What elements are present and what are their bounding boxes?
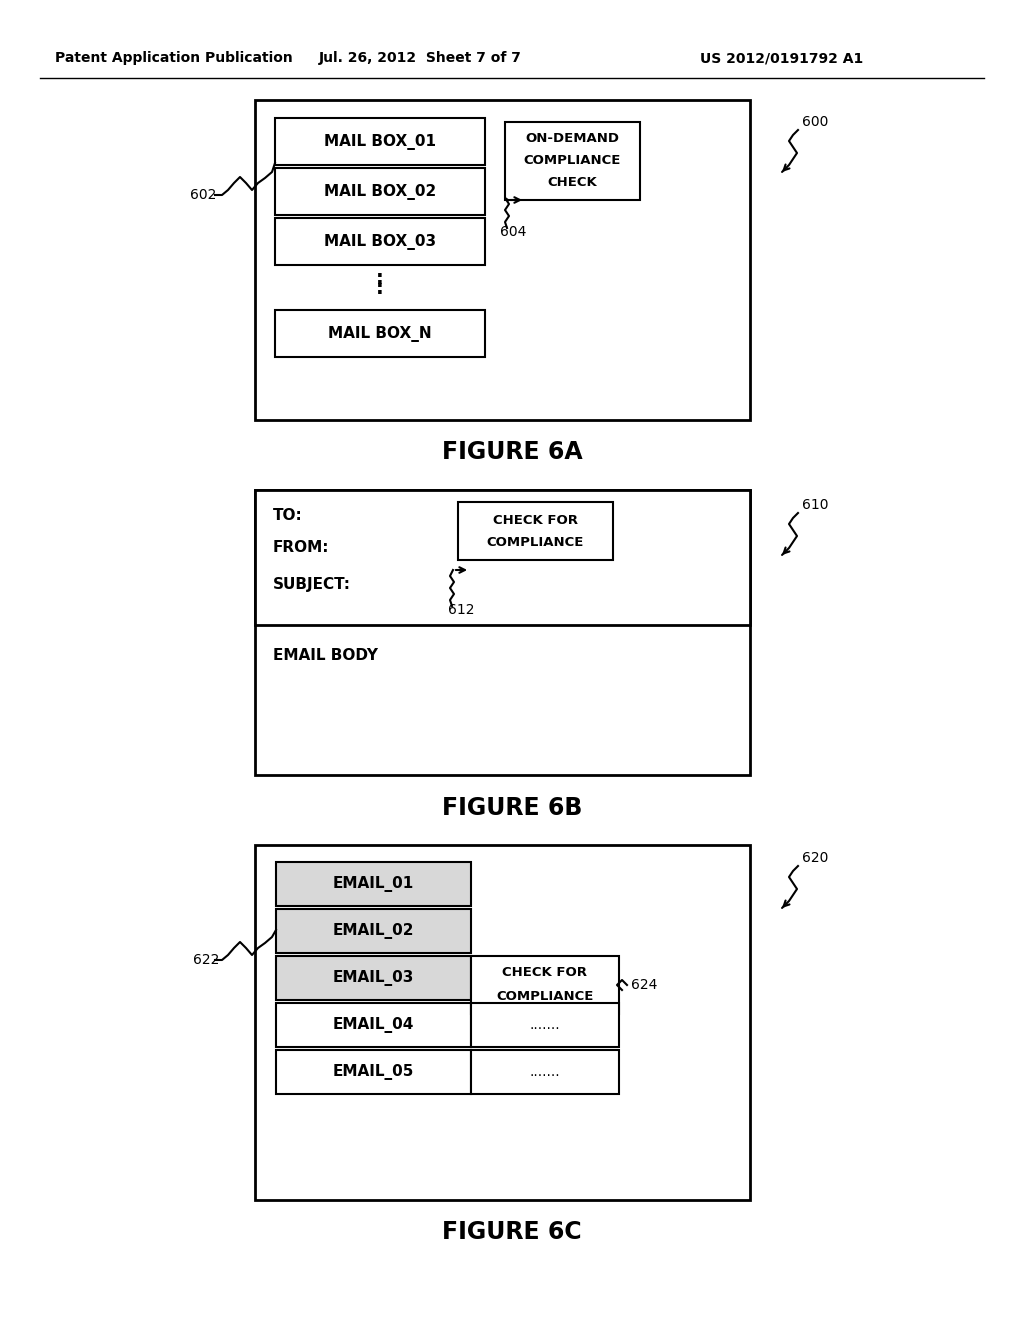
- Text: 612: 612: [449, 603, 474, 616]
- Bar: [471, 1003, 618, 1047]
- Text: 602: 602: [190, 187, 216, 202]
- Bar: [471, 1049, 618, 1094]
- Text: .......: .......: [529, 1065, 560, 1078]
- Text: MAIL BOX_N: MAIL BOX_N: [328, 326, 432, 342]
- Text: COMPLIANCE: COMPLIANCE: [486, 536, 584, 549]
- Bar: [255, 490, 750, 775]
- Text: 610: 610: [802, 498, 828, 512]
- Text: FIGURE 6A: FIGURE 6A: [441, 440, 583, 465]
- Bar: [255, 100, 750, 420]
- Text: Jul. 26, 2012  Sheet 7 of 7: Jul. 26, 2012 Sheet 7 of 7: [318, 51, 521, 65]
- Text: Patent Application Publication: Patent Application Publication: [55, 51, 293, 65]
- Bar: [458, 502, 613, 560]
- Text: 622: 622: [193, 953, 219, 968]
- Text: EMAIL_05: EMAIL_05: [333, 1064, 414, 1080]
- Bar: [255, 490, 750, 624]
- Bar: [471, 956, 618, 1014]
- Text: EMAIL_01: EMAIL_01: [333, 876, 414, 892]
- Text: FROM:: FROM:: [273, 540, 330, 556]
- Text: COMPLIANCE: COMPLIANCE: [497, 990, 594, 1003]
- Text: EMAIL_04: EMAIL_04: [333, 1016, 414, 1034]
- Bar: [275, 168, 485, 215]
- Text: FIGURE 6B: FIGURE 6B: [441, 796, 583, 820]
- Text: FIGURE 6C: FIGURE 6C: [442, 1220, 582, 1243]
- Bar: [255, 845, 750, 1200]
- Bar: [276, 909, 471, 953]
- Text: SUBJECT:: SUBJECT:: [273, 578, 351, 593]
- Bar: [505, 121, 640, 201]
- Text: MAIL BOX_02: MAIL BOX_02: [324, 183, 436, 199]
- Text: 620: 620: [802, 851, 828, 865]
- Text: 600: 600: [802, 115, 828, 129]
- Bar: [276, 862, 471, 906]
- Text: MAIL BOX_01: MAIL BOX_01: [324, 133, 436, 149]
- Text: :: :: [376, 279, 384, 297]
- Text: EMAIL BODY: EMAIL BODY: [273, 648, 378, 663]
- Text: CHECK FOR: CHECK FOR: [493, 513, 578, 527]
- Text: CHECK FOR: CHECK FOR: [503, 966, 588, 979]
- Text: COMPLIANCE: COMPLIANCE: [524, 153, 622, 166]
- Text: TO:: TO:: [273, 507, 303, 523]
- Bar: [276, 1003, 471, 1047]
- Text: .......: .......: [529, 1018, 560, 1032]
- Text: 624: 624: [631, 978, 657, 993]
- Text: :: :: [376, 268, 384, 288]
- Text: 604: 604: [500, 224, 526, 239]
- Bar: [275, 310, 485, 356]
- Text: MAIL BOX_03: MAIL BOX_03: [324, 234, 436, 249]
- Text: US 2012/0191792 A1: US 2012/0191792 A1: [700, 51, 863, 65]
- Text: ON-DEMAND: ON-DEMAND: [525, 132, 620, 144]
- Bar: [275, 218, 485, 265]
- Text: CHECK: CHECK: [548, 176, 597, 189]
- Text: EMAIL_03: EMAIL_03: [333, 970, 414, 986]
- Bar: [276, 1049, 471, 1094]
- Bar: [275, 117, 485, 165]
- Bar: [276, 956, 471, 1001]
- Text: EMAIL_02: EMAIL_02: [333, 923, 415, 939]
